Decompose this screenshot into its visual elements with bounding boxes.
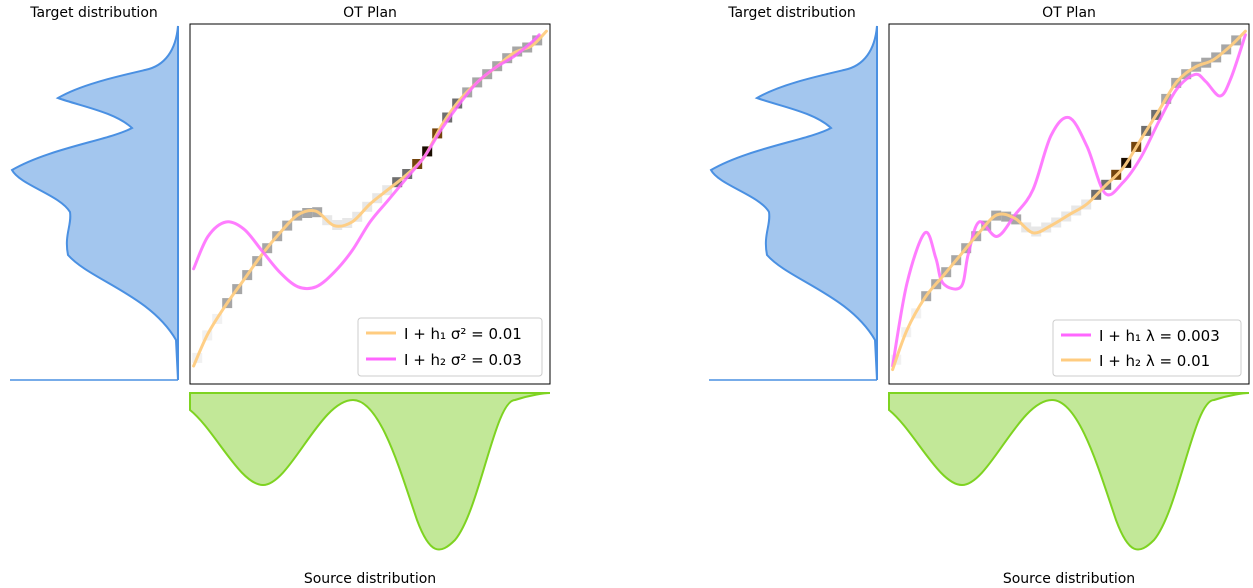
- target-distribution-area: [709, 25, 878, 381]
- target-distribution-title: Target distribution: [29, 5, 158, 21]
- series-line-1: [891, 33, 1247, 368]
- ot-plan-frame: [189, 23, 551, 385]
- source-distribution-title: Source distribution: [1003, 571, 1135, 587]
- source-distribution-area: [888, 392, 1250, 551]
- source-distribution-area: [189, 392, 551, 551]
- source-distribution-title: Source distribution: [304, 571, 436, 587]
- mapping-curves: [192, 29, 548, 368]
- ot-plan-heatmap: [891, 35, 1242, 365]
- plot-title: OT Plan: [1042, 5, 1096, 21]
- legend-item-1: I + h₁ σ² = 0.01: [404, 325, 522, 343]
- series-line-2: [192, 33, 541, 291]
- heatmap-cell: [1001, 211, 1012, 222]
- legend-item-2: I + h₂ λ = 0.01: [1099, 352, 1210, 370]
- legend-box: [357, 317, 543, 377]
- legend: I + h₁ λ = 0.003 I + h₂ λ = 0.01: [1052, 319, 1242, 377]
- legend-item-1: I + h₁ λ = 0.003: [1099, 327, 1220, 345]
- series-line-2: [891, 29, 1247, 372]
- legend-box: [1052, 319, 1242, 377]
- ot-plan-frame: [888, 23, 1250, 385]
- legend-item-2: I + h₂ σ² = 0.03: [404, 351, 522, 369]
- series-line-1: [192, 29, 548, 368]
- panel-right: Target distribution OT Plan Source distr…: [709, 5, 1250, 587]
- mapping-curves: [891, 29, 1247, 372]
- ot-plan-heatmap: [192, 35, 543, 363]
- panel-left: Target distribution OT Plan Source distr…: [10, 5, 551, 587]
- target-distribution-title: Target distribution: [727, 5, 856, 21]
- target-distribution-area: [10, 25, 179, 381]
- plot-title: OT Plan: [343, 5, 397, 21]
- heatmap-cell: [302, 208, 313, 218]
- legend: I + h₁ σ² = 0.01 I + h₂ σ² = 0.03: [357, 317, 543, 377]
